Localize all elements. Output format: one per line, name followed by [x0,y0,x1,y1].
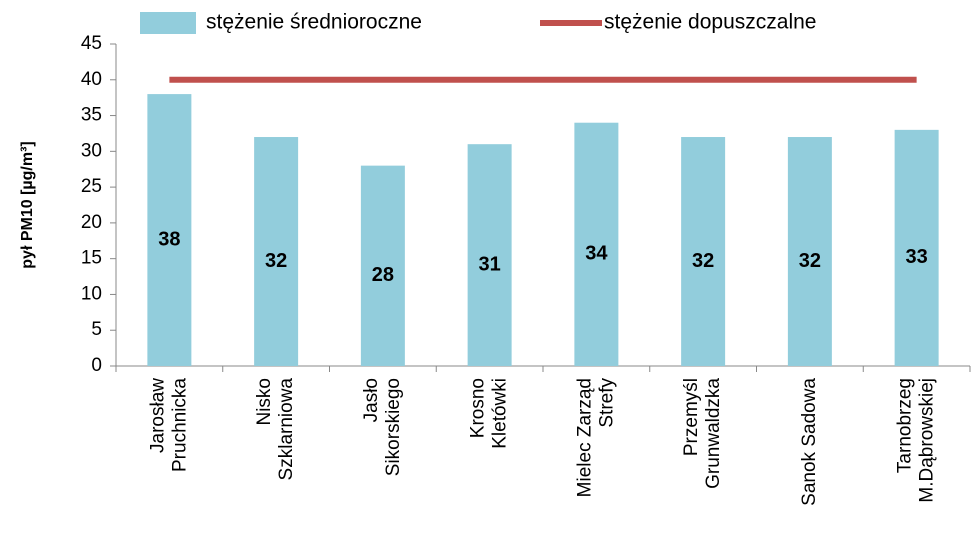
legend-swatch [140,12,196,34]
x-tick-label: Pruchnicka [169,378,190,472]
bar [254,137,299,366]
bar [467,144,512,366]
x-tick-label: Kletówki [490,378,511,449]
x-tick-label: Krosno [468,378,489,438]
x-tick-label: Grunwaldzka [703,378,724,489]
legend-label: stężenie dopuszczalne [604,11,816,34]
bar [574,122,619,366]
y-tick-label: 25 [81,176,102,197]
data-label: 38 [158,228,180,250]
x-tick-label: Strefy [596,378,617,428]
x-tick-label: Tarnobrzeg [895,378,916,473]
bar [360,165,405,366]
bar [787,137,832,366]
x-tick-label: Jarosław [147,378,168,453]
bar [147,94,192,366]
x-tick-label: Przemyśl [681,378,702,456]
bar [894,129,939,366]
data-label: 32 [692,250,714,272]
y-tick-label: 35 [81,105,102,126]
y-tick-label: 15 [81,248,102,269]
data-label: 33 [906,246,928,268]
y-tick-label: 30 [81,140,102,161]
y-tick-label: 0 [91,355,102,376]
data-label: 32 [265,250,287,272]
y-tick-label: 5 [91,319,102,340]
x-tick-label: M.Dąbrowskiej [917,378,938,503]
x-tick-label: Szklarniowa [276,378,297,481]
x-tick-label: Sikorskiego [383,378,404,476]
x-tick-label: Sanok Sadowa [799,378,820,506]
data-label: 31 [479,253,501,275]
y-tick-label: 20 [81,212,102,233]
data-label: 32 [799,250,821,272]
y-tick-label: 10 [81,283,102,304]
data-label: 28 [372,264,394,286]
y-tick-label: 40 [81,69,102,90]
data-label: 34 [585,243,608,265]
x-tick-label: Nisko [254,378,275,426]
x-tick-label: Jasło [361,378,382,422]
y-tick-label: 45 [81,33,102,54]
bar [681,137,726,366]
y-axis-label: pył PM10 [µg/m³] [19,141,36,268]
legend-label: stężenie średnioroczne [206,11,422,34]
x-tick-label: Mielec Zarząd [574,378,595,497]
